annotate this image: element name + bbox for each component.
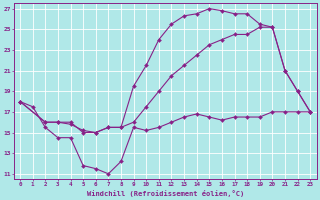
X-axis label: Windchill (Refroidissement éolien,°C): Windchill (Refroidissement éolien,°C) <box>86 190 244 197</box>
